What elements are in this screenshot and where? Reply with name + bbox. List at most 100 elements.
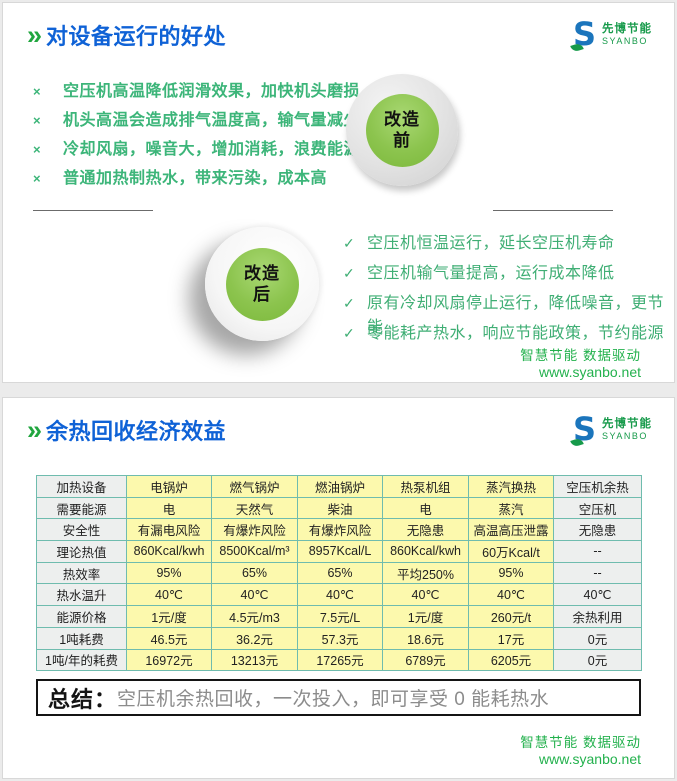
- list-item: ✓ 空压机恒温运行，延长空压机寿命: [343, 229, 674, 259]
- pro-text: 空压机输气量提高，运行成本降低: [367, 265, 615, 282]
- table-cell: 65%: [211, 561, 298, 585]
- table-cell: 有爆炸风险: [211, 518, 298, 542]
- slide2-header: » 余热回收经济效益: [27, 414, 226, 446]
- table-header-cell: 燃油锅炉: [297, 475, 383, 498]
- slide2-footer: 智慧节能 数据驱动 www.syanbo.net: [520, 734, 641, 768]
- table-row: 1吨/年的耗费 16972元 13213元 17265元 6789元 6205元 0元: [36, 648, 642, 672]
- table-cell: 65%: [297, 561, 383, 585]
- before-label-line1: 改造: [384, 109, 420, 129]
- after-retrofit-badge: 改造 后: [205, 227, 319, 341]
- table-row: 需要能源电天然气 柴油电蒸汽 空压机: [36, 496, 642, 520]
- table-header-cell: 热泵机组: [382, 475, 469, 498]
- before-retrofit-badge: 改造 前: [346, 74, 458, 186]
- table-cell: 8957Kcal/L: [297, 540, 383, 563]
- table-cell: 95%: [468, 561, 554, 585]
- table-cell: 1吨耗费: [36, 626, 127, 650]
- divider-line: [493, 210, 613, 211]
- table-cell: 17元: [468, 626, 554, 650]
- company-logo: S 先博节能 SYANBO: [570, 413, 652, 448]
- table-cell: 4.5元/m3: [211, 605, 298, 628]
- table-cell: 17265元: [297, 648, 383, 672]
- pro-text: 空压机恒温运行，延长空压机寿命: [367, 235, 615, 252]
- slide-economics: » 余热回收经济效益 S 先博节能 SYANBO 加热设备 电锅炉 燃气锅炉 燃油锅炉…: [2, 397, 675, 779]
- list-item: ✓ 空压机输气量提高，运行成本降低: [343, 259, 674, 289]
- logo-s-icon: S: [570, 413, 599, 448]
- table-cell: 需要能源: [36, 496, 127, 520]
- table-cell: 95%: [126, 561, 212, 585]
- slide1-footer: 智慧节能 数据驱动 www.syanbo.net: [520, 347, 641, 381]
- slide1-header: » 对设备运行的好处: [27, 19, 226, 51]
- table-cell: 余热利用: [553, 605, 642, 628]
- list-item: × 冷却风扇，噪音大，增加消耗，浪费能源: [33, 135, 360, 164]
- divider-line: [33, 210, 153, 211]
- table-cell: 电: [382, 496, 469, 520]
- list-item: × 空压机高温降低润滑效果，加快机头磨损: [33, 77, 360, 106]
- table-cell: 40℃: [553, 583, 642, 607]
- logo-s-icon: S: [570, 18, 599, 53]
- table-cell: 6789元: [382, 648, 469, 672]
- footer-slogan: 智慧节能 数据驱动: [520, 348, 641, 363]
- list-item: ✓ 原有冷却风扇停止运行，降低噪音，更节能: [343, 289, 674, 336]
- table-cell: 57.3元: [297, 626, 383, 650]
- double-chevron-icon: »: [27, 20, 42, 50]
- economics-table: 加热设备 电锅炉 燃气锅炉 燃油锅炉 热泵机组 蒸汽换热 空压机余热 需要能源电天然气 柴油电蒸…: [36, 475, 642, 672]
- con-text: 机头高温会造成排气温度高，输气量减少: [63, 112, 361, 129]
- table-cell: 46.5元: [126, 626, 212, 650]
- table-cell: 理论热值: [36, 540, 127, 563]
- table-cell: 空压机: [553, 496, 642, 520]
- check-icon: ✓: [343, 235, 355, 251]
- table-cell: 7.5元/L: [297, 605, 383, 628]
- table-cell: 40℃: [211, 583, 298, 607]
- slide2-title: 余热回收经济效益: [46, 419, 227, 444]
- cross-icon: ×: [33, 171, 41, 186]
- table-cell: 260元/t: [468, 605, 554, 628]
- table-cell: 860Kcal/kwh: [382, 540, 469, 563]
- table-cell: --: [553, 561, 642, 585]
- check-icon: ✓: [343, 295, 355, 311]
- table-cell: 0元: [553, 626, 642, 650]
- table-cell: 能源价格: [36, 605, 127, 628]
- pro-text: 零能耗产热水，响应节能政策，节约能源: [367, 325, 665, 342]
- table-cell: 40℃: [468, 583, 554, 607]
- slide-benefits: » 对设备运行的好处 S 先博节能 SYANBO × 空压机高温降低润滑效果，加…: [2, 2, 675, 383]
- logo-brand-en: SYANBO: [602, 431, 648, 442]
- table-cell: 860Kcal/kwh: [126, 540, 212, 563]
- logo-brand-en: SYANBO: [602, 36, 648, 47]
- table-cell: 天然气: [211, 496, 298, 520]
- footer-slogan: 智慧节能 数据驱动: [520, 735, 641, 750]
- table-cell: 热效率: [36, 561, 127, 585]
- before-label-line2: 前: [393, 131, 411, 150]
- table-cell: 40℃: [126, 583, 212, 607]
- company-logo: S 先博节能 SYANBO: [570, 18, 652, 53]
- table-header-cell: 燃气锅炉: [211, 475, 298, 498]
- footer-website: www.syanbo.net: [539, 751, 641, 767]
- table-cell: 6205元: [468, 648, 554, 672]
- summary-text: 空压机余热回收，一次投入，即可享受 0 能耗热水: [117, 689, 550, 710]
- table-cell: 安全性: [36, 518, 127, 542]
- table-cell: 有漏电风险: [126, 518, 212, 542]
- table-cell: 36.2元: [211, 626, 298, 650]
- list-item: × 普通加热制热水，带来污染，成本高: [33, 164, 360, 193]
- slide1-title: 对设备运行的好处: [46, 24, 227, 49]
- table-header-cell: 空压机余热: [553, 475, 642, 498]
- table-cell: 蒸汽: [468, 496, 554, 520]
- con-text: 空压机高温降低润滑效果，加快机头磨损: [63, 83, 361, 100]
- list-item: × 机头高温会造成排气温度高，输气量减少: [33, 106, 360, 135]
- list-item: ✓ 零能耗产热水，响应节能政策，节约能源: [343, 319, 674, 349]
- table-cell: 热水温升: [36, 583, 127, 607]
- table-header-cell: 加热设备: [36, 475, 127, 498]
- table-cell: 电: [126, 496, 212, 520]
- footer-website: www.syanbo.net: [539, 364, 641, 380]
- after-label-line1: 改造: [244, 263, 280, 283]
- con-text: 冷却风扇，噪音大，增加消耗，浪费能源: [63, 141, 361, 158]
- table-row: 能源价格 1元/度 4.5元/m3 7.5元/L 1元/度 260元/t 余热利用: [36, 605, 642, 628]
- summary-box: 总结： 空压机余热回收，一次投入，即可享受 0 能耗热水: [36, 679, 641, 716]
- pros-list: ✓ 空压机恒温运行，延长空压机寿命 ✓ 空压机输气量提高，运行成本降低 ✓ 原有…: [343, 229, 674, 349]
- table-cell: 60万Kcal/t: [468, 540, 554, 563]
- table-cell: 无隐患: [382, 518, 469, 542]
- table-cell: 1元/度: [382, 605, 469, 628]
- table-row: 加热设备 电锅炉 燃气锅炉 燃油锅炉 热泵机组 蒸汽换热 空压机余热: [36, 475, 642, 498]
- table-row: 热效率 95% 65% 65% 平均250% 95% --: [36, 561, 642, 585]
- table-cell: 0元: [553, 648, 642, 672]
